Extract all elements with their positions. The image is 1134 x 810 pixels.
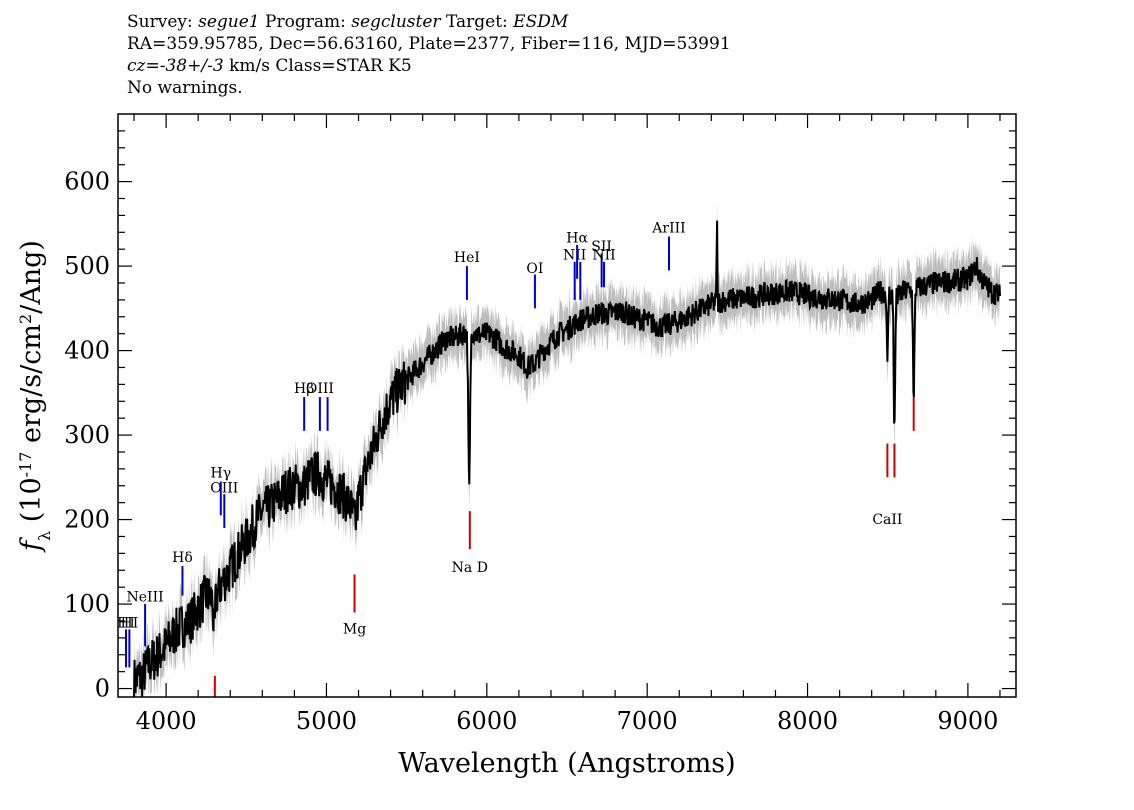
- y-axis-title-part: f: [16, 537, 47, 553]
- spectrum-header: Survey: segue1 Program: segcluster Targe…: [127, 11, 731, 99]
- y-axis-title: fλ (10-17 erg/s/cm2/Ang): [16, 240, 54, 553]
- y-axis-title-part: (10: [16, 477, 47, 530]
- absorption-line-label-2: Na D: [452, 560, 488, 576]
- emission-line-label-11: NII: [563, 247, 586, 263]
- y-tick-label: 0: [95, 675, 110, 703]
- emission-line-label-2: NeIII: [127, 590, 164, 606]
- y-axis-title-part: -17: [16, 452, 35, 478]
- target-value: ESDM: [513, 12, 569, 32]
- header-line-3: cz=-38+/-3 km/s Class=STAR K5: [127, 55, 731, 77]
- x-tick-label: 8000: [777, 707, 838, 735]
- y-tick-label: 600: [64, 168, 110, 196]
- emission-line-label-1: HI: [121, 616, 139, 632]
- axes-layer: 4000 5000 6000 7000 8000 9000 0 100 200 300 400 500…: [64, 113, 1017, 735]
- x-tick-label: 4000: [136, 707, 197, 735]
- y-tick-label: 300: [64, 421, 110, 449]
- x-tick-label: 6000: [456, 707, 517, 735]
- header-line-1: Survey: segue1 Program: segcluster Targe…: [127, 11, 731, 33]
- emission-line-label-15: NII: [592, 247, 615, 263]
- cz-unit-class: km/s Class=STAR K5: [229, 56, 412, 76]
- emission-line-label-10: OI: [526, 261, 543, 277]
- y-axis-title-part: 2: [16, 314, 35, 324]
- survey-label: Survey:: [127, 12, 193, 32]
- emission-line-label-7: OIII: [306, 381, 334, 397]
- emission-line-label-12: Hα: [566, 230, 588, 246]
- x-axis-title: Wavelength (Angstroms): [398, 748, 735, 779]
- y-tick-label: 400: [64, 337, 110, 365]
- plot-frame: [117, 113, 1017, 698]
- emission-line-label-3: Hδ: [172, 550, 193, 566]
- spectrum-line: [133, 220, 1001, 698]
- cz-label: cz=: [127, 56, 160, 76]
- emission-line-label-14: SII: [591, 239, 612, 255]
- absorption-line-label-1: Mg: [343, 622, 366, 638]
- survey-value: segue1: [198, 12, 260, 32]
- y-tick-label: 100: [64, 590, 110, 618]
- emission-line-label-5: OIII: [210, 481, 238, 497]
- y-axis-title-part: erg/s/cm: [16, 324, 47, 452]
- y-tick-label: 200: [64, 506, 110, 534]
- header-line-2: RA=359.95785, Dec=56.63160, Plate=2377, …: [127, 34, 731, 54]
- emission-line-label-6: Hβ: [294, 381, 314, 397]
- x-tick-label: 5000: [296, 707, 357, 735]
- error-band-layer: [134, 202, 1000, 698]
- emission-line-label-9: HeI: [454, 250, 480, 266]
- program-value: segcluster: [351, 12, 441, 32]
- spectrum-layer: [133, 220, 1001, 698]
- emission-line-label-4: Hγ: [210, 465, 231, 481]
- program-label: Program:: [265, 12, 346, 32]
- target-label: Target:: [445, 12, 508, 32]
- emission-line-label-16: ArIII: [651, 220, 685, 236]
- error-band: [134, 202, 1000, 698]
- cz-value: -38+/-3: [159, 56, 224, 76]
- warnings-line: No warnings.: [127, 78, 243, 98]
- spectral-line-markers: HIHINeIIIHδHγOIIIHβOIIIHeIOINIIHαSIINIIA…: [117, 220, 915, 697]
- y-axis-title-part: λ: [35, 531, 54, 541]
- y-tick-label: 500: [64, 252, 110, 280]
- x-tick-label: 9000: [937, 707, 998, 735]
- x-tick-label: 7000: [617, 707, 678, 735]
- y-axis-title-part: /Ang): [16, 240, 47, 314]
- absorption-line-label-3: CaII: [872, 512, 902, 528]
- emission-line-label-0: HI: [117, 616, 135, 632]
